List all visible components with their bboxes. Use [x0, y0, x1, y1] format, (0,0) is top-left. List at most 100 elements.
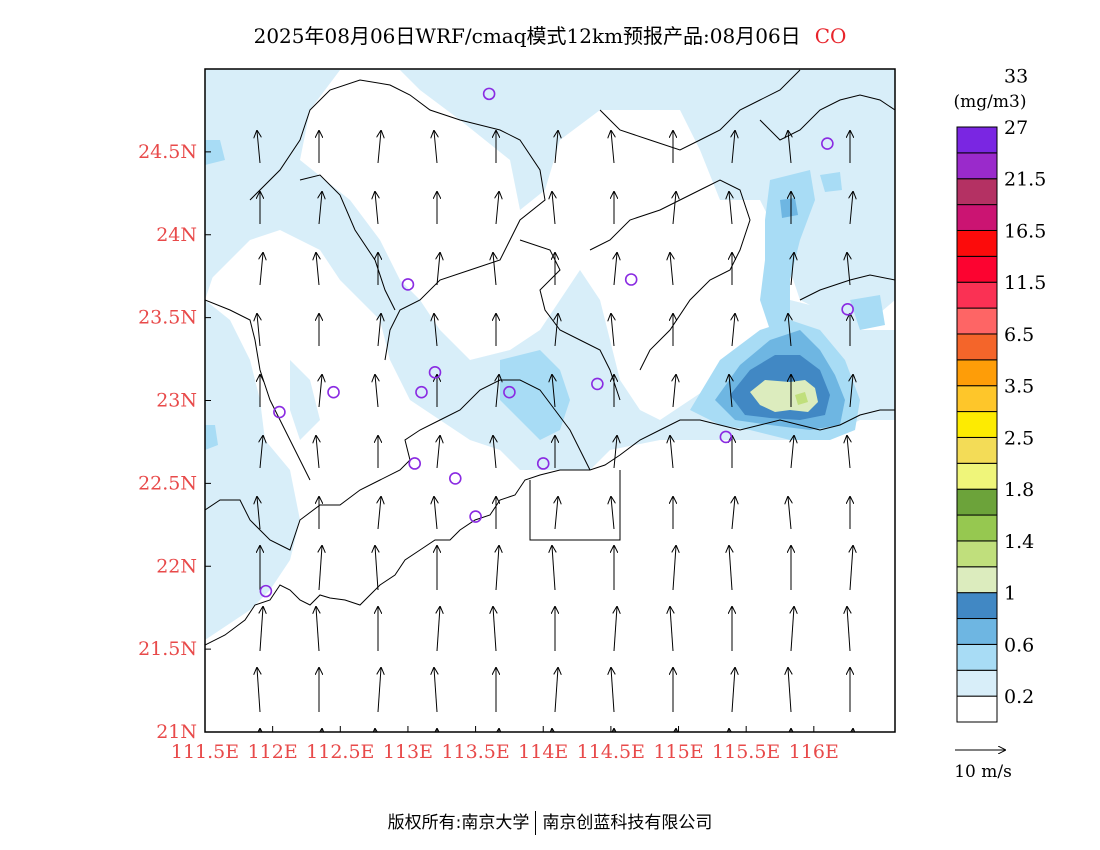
station-marker — [624, 273, 638, 286]
wind-arrow — [614, 436, 617, 469]
wind-arrow — [434, 668, 437, 713]
colorbar-box — [956, 178, 998, 206]
wind-arrow — [378, 668, 381, 713]
wind-arrow — [257, 314, 260, 347]
colorbar-label: 16.5 — [1004, 220, 1046, 242]
colorbar-label: 21.5 — [1004, 169, 1046, 191]
wind-reference-label: 10 m/s — [954, 762, 1012, 782]
colorbar-label: 0.2 — [1004, 686, 1034, 708]
station-marker — [408, 457, 422, 470]
wind-arrow — [434, 314, 437, 347]
wind-arrow — [555, 497, 558, 530]
title-main: 2025年08月06日WRF/cmaq模式12km预报产品:08月06日 — [253, 24, 801, 48]
wind-arrow — [732, 314, 735, 347]
wind-arrow — [319, 546, 322, 591]
colorbar-box — [956, 436, 998, 464]
wind-arrow — [909, 497, 912, 529]
wind-arrow — [257, 131, 260, 164]
wind-arrow — [788, 497, 791, 530]
wind-arrow — [375, 729, 378, 732]
wind-arrow — [375, 375, 378, 408]
wind-arrow — [673, 375, 676, 408]
wind-arrow — [552, 192, 555, 225]
lat-tick-label: 23N — [156, 390, 197, 412]
lon-tick-label: 114.5E — [577, 741, 645, 763]
wind-arrow — [673, 546, 676, 591]
lat-axis: 21N 21.5N 22N 22.5N 23N 23.5N 24N 24.5N — [138, 141, 211, 743]
colorbar-box — [956, 488, 998, 516]
lon-tick-label: 112E — [248, 741, 298, 763]
colorbar-label: 1.4 — [1004, 531, 1034, 553]
station-marker — [719, 430, 733, 444]
station-marker — [482, 87, 496, 101]
wind-arrow — [791, 436, 794, 469]
wind-arrow — [260, 253, 263, 286]
colorbar-label: 27 — [1004, 117, 1028, 139]
wind-arrow — [847, 607, 850, 652]
wind-arrow — [906, 546, 909, 590]
wind-arrow — [493, 436, 496, 469]
wind-arrow — [555, 314, 558, 347]
wind-arrow — [673, 192, 676, 225]
colorbar-box — [956, 566, 998, 594]
lat-tick-label: 21.5N — [138, 638, 197, 660]
colorbar-box — [956, 385, 998, 413]
colorbar-box — [956, 359, 998, 387]
wind-arrow — [375, 192, 378, 225]
lon-tick-label: 115.5E — [712, 741, 780, 763]
wind-arrow — [732, 497, 735, 530]
station-marker — [415, 385, 428, 399]
station-marker — [821, 137, 834, 150]
wind-arrow — [791, 253, 794, 286]
colorbar-label: 2.5 — [1004, 427, 1034, 449]
wind-arrow — [906, 192, 909, 224]
colorbar-label: 0.6 — [1004, 634, 1034, 656]
wind-arrow — [260, 607, 263, 652]
colorbar-box — [956, 152, 998, 180]
station-marker — [536, 457, 550, 470]
colorbar-box — [956, 643, 998, 671]
wind-arrow — [316, 253, 319, 286]
wind-arrow — [316, 436, 319, 469]
lon-tick-label: 113.5E — [441, 741, 509, 763]
wind-arrow — [611, 497, 614, 530]
colorbar-unit: (mg/m3) — [954, 92, 1027, 112]
colorbar-box — [956, 126, 998, 154]
wind-arrow — [614, 253, 617, 286]
wind-arrow — [729, 546, 732, 591]
wind-arrow — [434, 131, 437, 164]
colorbar-box — [956, 281, 998, 309]
plot-area — [205, 69, 912, 773]
colorbar-label: 1 — [1004, 583, 1016, 605]
wind-arrow — [493, 253, 496, 286]
colorbar-labels: 0.2 0.6 1 1.4 1.8 2.5 3.5 6.5 11.5 16.5 21.5 27 33 — [1004, 65, 1046, 708]
colorbar-label: 3.5 — [1004, 376, 1034, 398]
lon-tick-label: 114E — [518, 741, 568, 763]
wind-arrow — [906, 729, 909, 773]
colorbar-box — [956, 333, 998, 361]
wind-arrow — [729, 192, 732, 225]
wind-arrow — [670, 607, 673, 652]
footer-separator — [535, 811, 537, 835]
station-marker — [273, 405, 286, 419]
colorbar-box — [956, 229, 998, 257]
lat-tick-label: 22N — [156, 555, 197, 577]
colorbar-box — [956, 204, 998, 231]
colorbar-boxes — [956, 126, 998, 723]
wind-arrow — [906, 375, 909, 407]
wind-arrow — [319, 192, 322, 225]
wind-arrow — [611, 668, 614, 713]
wind-arrow — [611, 314, 614, 347]
colorbar-box — [956, 540, 998, 568]
wind-arrow — [850, 729, 853, 732]
wind-arrow — [552, 546, 555, 591]
station-marker — [591, 377, 604, 391]
concentration-field — [205, 69, 895, 640]
footer: 版权所有:南京大学 南京创蓝科技有限公司 — [0, 808, 1100, 835]
colorbar-box — [956, 695, 998, 723]
station-marker — [448, 472, 462, 485]
wind-arrow — [729, 375, 732, 408]
lon-tick-label: 116E — [789, 741, 839, 763]
station-markers — [259, 87, 854, 598]
chart-title: 2025年08月06日WRF/cmaq模式12km预报产品:08月06日 CO — [0, 20, 1100, 49]
